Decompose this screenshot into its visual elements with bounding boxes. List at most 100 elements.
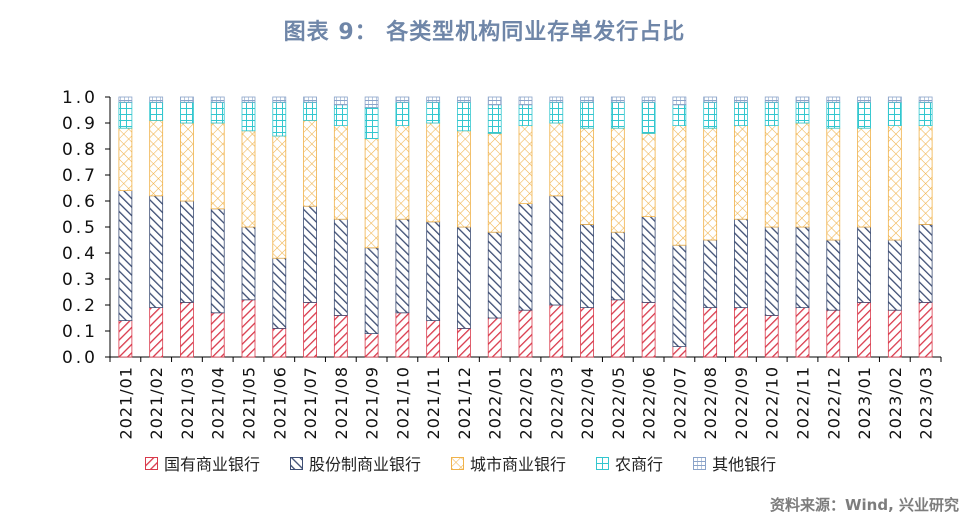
x-tick-label: 2023/02 <box>886 366 905 439</box>
x-tick-label: 2022/05 <box>609 366 628 439</box>
bar-segment <box>457 130 471 228</box>
bar-segment <box>272 135 287 259</box>
bar-segment <box>672 104 687 127</box>
x-tick-label: 2022/01 <box>486 366 505 439</box>
y-tick-label: 0.3 <box>62 270 98 290</box>
y-tick-label: 0.4 <box>62 244 98 264</box>
legend-swatch <box>290 456 304 470</box>
bar-segment <box>303 96 317 103</box>
bar-segment <box>180 101 194 124</box>
bar-segment <box>764 226 779 316</box>
bar-segment <box>487 132 502 233</box>
bar-segment <box>149 101 164 121</box>
bar-segment <box>518 125 533 204</box>
legend: 国有商业银行 股份制商业银行 城市商业银行 农商行 其他银行 <box>145 451 925 475</box>
x-tick-label: 2022/09 <box>732 366 751 439</box>
bar-segment <box>549 96 564 103</box>
y-tick-label: 0.5 <box>62 218 98 238</box>
bar-segment <box>303 120 317 207</box>
y-tick-label: 0.2 <box>62 296 98 316</box>
bar-segment <box>333 125 348 220</box>
bar-segment <box>457 226 471 329</box>
bar-segment <box>149 120 164 197</box>
bar-segment <box>641 101 656 134</box>
x-tick-label: 2021/09 <box>363 366 382 439</box>
bar-segment <box>610 127 625 233</box>
bar-segment <box>549 195 564 306</box>
bar-segment <box>210 312 225 358</box>
bar-segment <box>241 130 256 228</box>
bar-segment <box>118 101 133 129</box>
bar-segment <box>826 96 841 103</box>
bar-segment <box>734 96 748 103</box>
x-tick-label: 2021/10 <box>393 366 412 439</box>
bar-segment <box>857 101 871 129</box>
bar-segment <box>426 96 441 103</box>
bar-segment <box>826 239 841 311</box>
x-tick-label: 2023/03 <box>917 366 936 439</box>
bar-segment <box>641 301 656 358</box>
bar-segment <box>333 104 348 127</box>
bar-segment <box>857 226 871 303</box>
bar-segment <box>764 314 779 358</box>
bar-segment <box>272 96 287 103</box>
bar-segment <box>918 101 933 126</box>
bar-segment <box>518 104 533 127</box>
bar-segment <box>333 314 348 358</box>
bar-segment <box>918 223 933 303</box>
bar-segment <box>857 301 871 358</box>
bar-segment <box>641 216 656 303</box>
bar-segment <box>333 218 348 316</box>
bar-segment <box>426 122 441 223</box>
bar-segment <box>303 101 317 121</box>
bar-segment <box>703 96 718 103</box>
bar-segment <box>641 132 656 217</box>
bar-segment <box>241 96 256 103</box>
x-tick-label: 2021/05 <box>240 366 259 439</box>
bar-segment <box>703 307 718 358</box>
bar-segment <box>180 301 194 358</box>
bar-segment <box>703 101 718 129</box>
x-tick-label: 2022/03 <box>547 366 566 439</box>
bar-segment <box>826 101 841 129</box>
bar-segment <box>703 239 718 308</box>
x-tick-label: 2021/08 <box>332 366 351 439</box>
bar-segment <box>918 301 933 358</box>
x-tick-label: 2022/08 <box>701 366 720 439</box>
bar-segment <box>887 309 902 358</box>
bar-segment <box>734 101 748 126</box>
bar-segment <box>303 301 317 358</box>
legend-swatch <box>145 456 158 470</box>
bar-segment <box>672 244 687 347</box>
bar-segment <box>426 221 441 322</box>
bar-segment <box>764 125 779 228</box>
legend-label: 城市商业银行 <box>470 455 567 474</box>
bar-segment <box>518 203 533 311</box>
bar-segment <box>364 107 379 140</box>
bar-segment <box>857 96 871 103</box>
bar-segment <box>426 320 441 358</box>
x-tick-label: 2022/02 <box>517 366 536 439</box>
bar-segment <box>487 96 502 106</box>
bar-segment <box>118 320 133 358</box>
legend-item: 国有商业银行 <box>145 451 260 475</box>
bar-segment <box>610 101 625 129</box>
bar-segment <box>795 226 810 308</box>
bar-segment <box>610 231 625 301</box>
bar-segment <box>734 218 748 308</box>
y-tick-label: 0.7 <box>62 166 98 186</box>
bar-segment <box>610 299 625 358</box>
bar-segment <box>210 208 225 314</box>
bar-segment <box>887 125 902 241</box>
bar-segment <box>734 307 748 358</box>
x-tick-label: 2021/11 <box>424 366 443 439</box>
chart-title: 图表 9： 各类型机构同业存单发行占比 <box>283 20 686 45</box>
bar-segment <box>580 127 594 225</box>
bar-segment <box>364 96 379 108</box>
bar-segment <box>795 101 810 124</box>
bar-segment <box>518 96 533 106</box>
x-tick-label: 2022/10 <box>763 366 782 439</box>
bar-segment <box>272 257 287 329</box>
legend-item: 其他银行 <box>693 451 776 475</box>
